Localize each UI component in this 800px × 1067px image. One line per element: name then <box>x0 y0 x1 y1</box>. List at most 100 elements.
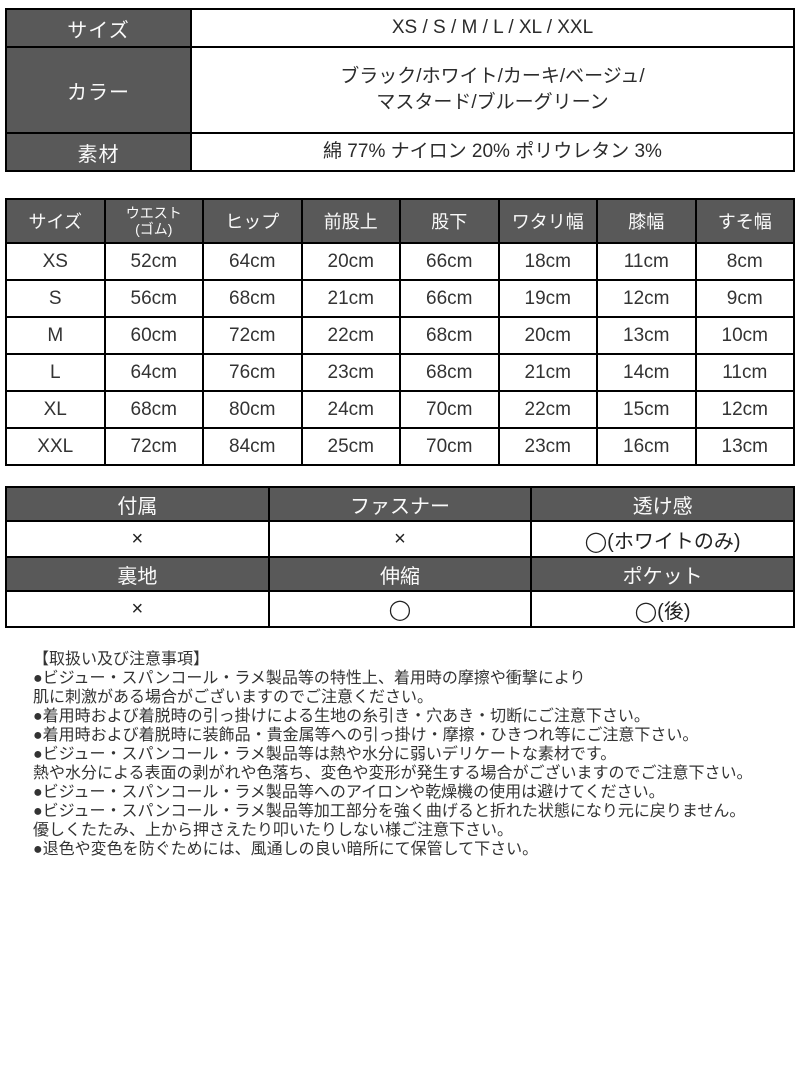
spec-row: サイズ XS / S / M / L / XL / XXL <box>5 8 795 48</box>
spec-row: 素材綿 77% ナイロン 20% ポリウレタン 3% <box>5 132 795 172</box>
product-spec-page: サイズ XS / S / M / L / XL / XXL カラー ブラック/ホワイト… <box>5 8 795 859</box>
size-chart-value-cell: 25cm <box>300 427 401 466</box>
features-value-row: × × ◯(ホワイトのみ) <box>5 520 795 558</box>
size-chart-value-cell: 64cm <box>103 353 204 392</box>
size-chart-header-cell: ヒップ <box>202 198 303 244</box>
size-chart-header-row: サイズ ウエスト (ゴム) ヒップ 前股上 股下 ワタリ幅 膝幅 すそ幅 <box>5 198 795 244</box>
features-value-row: × ◯ ◯(後) <box>5 590 795 628</box>
care-note-line: ●退色や変色を防ぐためには、風通しの良い暗所にて保管して下さい。 <box>33 841 539 858</box>
care-note-line: ●着用時および着脱時の引っ掛けによる生地の糸引き・穴あき・切断にご注意下さい。 <box>33 708 650 725</box>
care-note-line: ●ビジュー・スパンコール・ラメ製品等の特性上、着用時の摩擦や衝撃により <box>33 670 586 687</box>
features-header-cell: 付属 <box>5 486 270 522</box>
size-chart-value-cell: 70cm <box>399 427 500 466</box>
size-chart-header-cell: サイズ <box>5 198 106 244</box>
features-header-cell: 伸縮 <box>267 556 533 592</box>
size-chart-value-cell: 64cm <box>202 242 303 281</box>
size-chart-value-cell: 20cm <box>300 242 401 281</box>
care-note-line: 熱や水分による表面の剥がれや色落ち、変色や変形が発生する場合がございますのでご注… <box>33 765 753 782</box>
features-value-cell: ◯(後) <box>530 590 795 628</box>
size-chart-header-cell: ワタリ幅 <box>497 198 598 244</box>
size-chart-value-cell: 16cm <box>596 427 697 466</box>
features-header-row: 裏地 伸縮 ポケット <box>5 556 795 592</box>
features-header-cell: 裏地 <box>5 556 270 592</box>
size-chart-size-cell: XXL <box>5 427 106 466</box>
size-chart-header: サイズ ウエスト (ゴム) ヒップ 前股上 股下 ワタリ幅 膝幅 すそ幅 <box>5 198 795 244</box>
size-chart-value-cell: 56cm <box>103 279 204 318</box>
size-chart-value-cell: 13cm <box>596 316 697 355</box>
features-header-cell: ポケット <box>530 556 795 592</box>
spec-row: カラー ブラック/ホワイト/カーキ/ベージュ/ マスタード/ブルーグリーン <box>5 46 795 134</box>
size-chart-row: M 60cm 72cm 22cm 68cm 20cm 13cm 10cm <box>5 316 795 355</box>
size-chart-value-cell: 12cm <box>694 390 795 429</box>
product-spec-table-body: サイズ XS / S / M / L / XL / XXL カラー ブラック/ホワイト… <box>5 8 795 172</box>
size-chart-size-cell: XS <box>5 242 106 281</box>
care-note-line: 肌に刺激がある場合がございますのでご注意ください。 <box>33 689 434 706</box>
features-value-cell: × <box>267 520 533 558</box>
size-chart-value-cell: 18cm <box>497 242 598 281</box>
features-value-cell: ◯(ホワイトのみ) <box>530 520 795 558</box>
size-chart-value-cell: 24cm <box>300 390 401 429</box>
size-chart-value-cell: 21cm <box>497 353 598 392</box>
size-chart-header-cell: 前股上 <box>300 198 401 244</box>
size-chart-header-cell: すそ幅 <box>694 198 795 244</box>
size-chart-value-cell: 76cm <box>202 353 303 392</box>
size-chart-value-cell: 19cm <box>497 279 598 318</box>
spec-row-value: 綿 77% ナイロン 20% ポリウレタン 3% <box>190 132 795 172</box>
size-chart-table: サイズ ウエスト (ゴム) ヒップ 前股上 股下 ワタリ幅 膝幅 すそ幅 XS 52cm 64cm… <box>5 198 795 466</box>
size-chart-value-cell: 13cm <box>694 427 795 466</box>
features-header-cell: 透け感 <box>530 486 795 522</box>
features-value-cell: × <box>5 590 270 628</box>
size-chart-row: XS 52cm 64cm 20cm 66cm 18cm 11cm 8cm <box>5 242 795 281</box>
size-chart-value-cell: 9cm <box>694 279 795 318</box>
features-header-row: 付属 ファスナー 透け感 <box>5 486 795 522</box>
size-chart-value-cell: 68cm <box>399 316 500 355</box>
care-note-line: 優しくたたみ、上から押さえたり叩いたりしない様ご注意下さい。 <box>33 822 514 839</box>
size-chart-value-cell: 66cm <box>399 242 500 281</box>
spec-row-value: XS / S / M / L / XL / XXL <box>190 8 795 48</box>
size-chart-value-cell: 84cm <box>202 427 303 466</box>
size-chart-value-cell: 23cm <box>497 427 598 466</box>
size-chart-row: L 64cm 76cm 23cm 68cm 21cm 14cm 11cm <box>5 353 795 392</box>
product-spec-table: サイズ XS / S / M / L / XL / XXL カラー ブラック/ホワイト… <box>5 8 795 172</box>
size-chart-row: S 56cm 68cm 21cm 66cm 19cm 12cm 9cm <box>5 279 795 318</box>
spec-row-label: サイズ <box>5 8 192 48</box>
size-chart-value-cell: 10cm <box>694 316 795 355</box>
care-notes-title: 【取扱い及び注意事項】 <box>33 651 210 668</box>
size-chart-value-cell: 22cm <box>300 316 401 355</box>
size-chart-value-cell: 68cm <box>103 390 204 429</box>
features-header-cell: ファスナー <box>267 486 533 522</box>
size-chart-value-cell: 11cm <box>596 242 697 281</box>
size-chart-value-cell: 15cm <box>596 390 697 429</box>
size-chart-value-cell: 52cm <box>103 242 204 281</box>
size-chart-size-cell: S <box>5 279 106 318</box>
size-chart-value-cell: 11cm <box>694 353 795 392</box>
size-chart-header-cell: 膝幅 <box>596 198 697 244</box>
size-chart-value-cell: 80cm <box>202 390 303 429</box>
size-chart-size-cell: XL <box>5 390 106 429</box>
size-chart-value-cell: 72cm <box>103 427 204 466</box>
care-note-line: ●ビジュー・スパンコール・ラメ製品等加工部分を強く曲げると折れた状態になり元に戻… <box>33 803 746 820</box>
size-chart-value-cell: 8cm <box>694 242 795 281</box>
care-notes: 【取扱い及び注意事項】 ●ビジュー・スパンコール・ラメ製品等の特性上、着用時の摩… <box>5 646 795 859</box>
size-chart-header-cell: 股下 <box>399 198 500 244</box>
spec-row-label: 素材 <box>5 132 192 172</box>
size-chart-value-cell: 22cm <box>497 390 598 429</box>
features-table: 付属 ファスナー 透け感 × × ◯(ホワイトのみ) 裏地 伸縮 ポケット × ◯ ◯(後) <box>5 486 795 628</box>
size-chart-value-cell: 72cm <box>202 316 303 355</box>
size-chart-value-cell: 70cm <box>399 390 500 429</box>
size-chart-value-cell: 21cm <box>300 279 401 318</box>
size-chart-size-cell: M <box>5 316 106 355</box>
size-chart-size-cell: L <box>5 353 106 392</box>
size-chart-body: XS 52cm 64cm 20cm 66cm 18cm 11cm 8cm S 56cm 68cm 21… <box>5 242 795 466</box>
size-chart-value-cell: 68cm <box>202 279 303 318</box>
size-chart-value-cell: 60cm <box>103 316 204 355</box>
size-chart-value-cell: 66cm <box>399 279 500 318</box>
size-chart-value-cell: 12cm <box>596 279 697 318</box>
care-note-line: ●ビジュー・スパンコール・ラメ製品等へのアイロンや乾燥機の使用は避けてください。 <box>33 784 665 801</box>
care-note-line: ●ビジュー・スパンコール・ラメ製品等は熱や水分に弱いデリケートな素材です。 <box>33 746 617 763</box>
care-note-line: ●着用時および着脱時に装飾品・貴金属等への引っ掛け・摩擦・ひきつれ等にご注意下さ… <box>33 727 699 744</box>
size-chart-value-cell: 23cm <box>300 353 401 392</box>
size-chart-value-cell: 20cm <box>497 316 598 355</box>
features-table-body: 付属 ファスナー 透け感 × × ◯(ホワイトのみ) 裏地 伸縮 ポケット × ◯ ◯(後) <box>5 486 795 628</box>
size-chart-row: XXL 72cm 84cm 25cm 70cm 23cm 16cm 13cm <box>5 427 795 466</box>
